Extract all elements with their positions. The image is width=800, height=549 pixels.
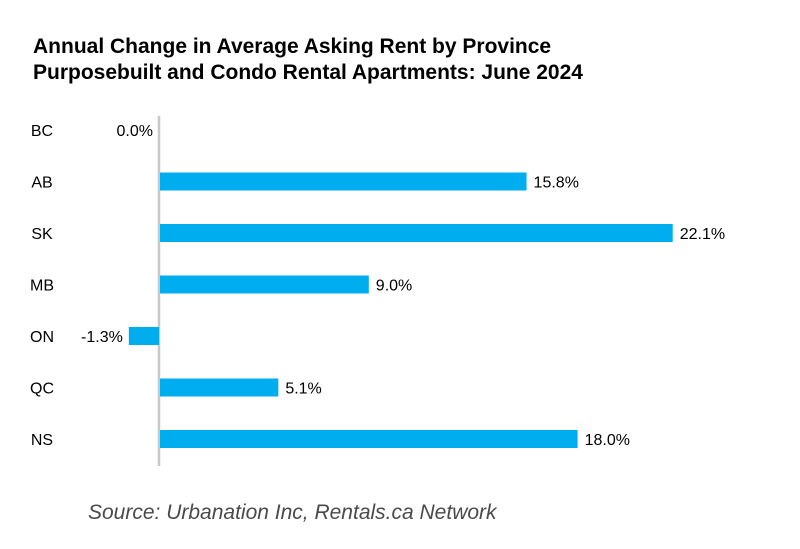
category-label-ab: AB <box>31 175 52 192</box>
category-labels-group: BC AB SK MB ON QC NS <box>30 123 54 449</box>
chart-title: Annual Change in Average Asking Rent by … <box>33 34 583 86</box>
category-label-bc: BC <box>31 123 53 140</box>
category-label-ns: NS <box>31 432 53 449</box>
category-label-qc: QC <box>30 381 54 398</box>
bars-group <box>128 172 673 448</box>
bar-ns <box>160 430 578 448</box>
value-labels-group: 0.0% 15.8% 22.1% 9.0% -1.3% 5.1% 18.0% <box>81 123 725 449</box>
bar-mb <box>160 275 369 294</box>
category-label-on: ON <box>30 329 54 346</box>
value-label-mb: 9.0% <box>376 278 412 295</box>
category-label-sk: SK <box>31 226 53 243</box>
value-label-sk: 22.1% <box>680 226 725 243</box>
value-label-qc: 5.1% <box>285 381 321 398</box>
chart-title-line-1: Annual Change in Average Asking Rent by … <box>33 35 552 58</box>
value-label-bc: 0.0% <box>117 123 153 140</box>
source-note: Source: Urbanation Inc, Rentals.ca Netwo… <box>88 501 497 524</box>
value-label-ab: 15.8% <box>534 175 579 192</box>
category-label-mb: MB <box>30 278 54 295</box>
bar-on <box>128 327 159 345</box>
chart-title-line-2: Purposebuilt and Condo Rental Apartments… <box>33 61 583 84</box>
value-label-ns: 18.0% <box>585 432 630 449</box>
bar-qc <box>160 378 279 397</box>
bar-sk <box>160 224 673 242</box>
bar-ab <box>160 172 527 191</box>
value-label-on: -1.3% <box>81 329 123 346</box>
